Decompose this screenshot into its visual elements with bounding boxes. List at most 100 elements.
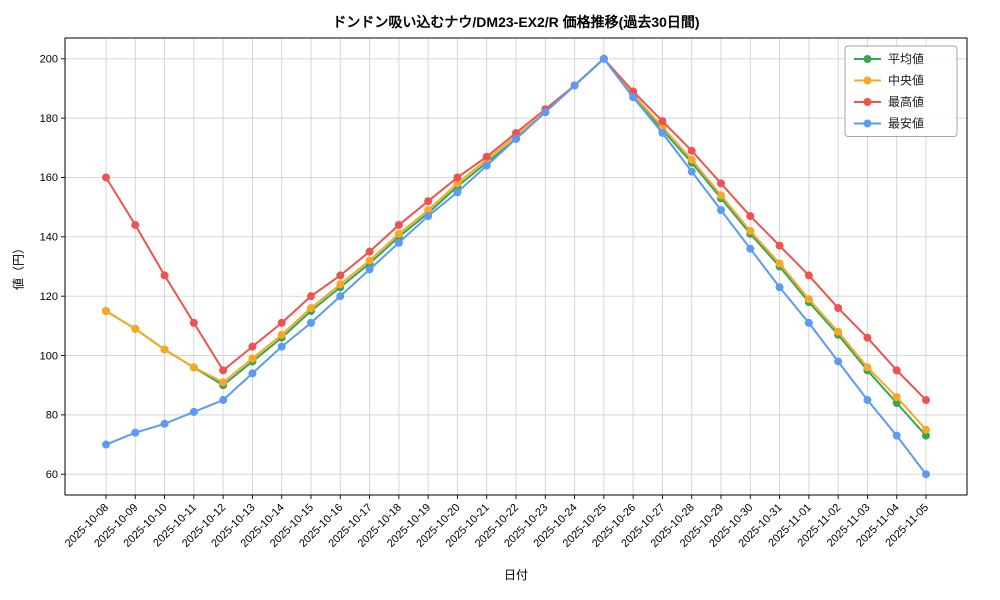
data-point bbox=[248, 354, 257, 363]
data-point bbox=[277, 330, 286, 339]
data-point bbox=[717, 206, 725, 215]
data-point bbox=[804, 271, 813, 280]
data-point bbox=[629, 93, 638, 102]
data-point bbox=[219, 366, 228, 375]
legend-marker bbox=[863, 55, 872, 63]
data-point bbox=[775, 259, 784, 268]
data-point bbox=[424, 197, 433, 206]
data-point bbox=[219, 378, 228, 387]
data-point bbox=[863, 363, 872, 372]
data-point bbox=[394, 220, 403, 229]
data-point bbox=[775, 283, 784, 292]
data-point bbox=[424, 212, 433, 221]
data-point bbox=[687, 146, 696, 155]
data-point bbox=[834, 357, 843, 366]
y-tick-label: 160 bbox=[40, 172, 58, 184]
data-point bbox=[482, 152, 491, 161]
tick-labels: 60801001201401601802002025-10-082025-10-… bbox=[40, 54, 931, 550]
legend-label-min: 最安値 bbox=[888, 116, 924, 131]
data-point bbox=[307, 304, 315, 313]
data-point bbox=[892, 431, 901, 440]
data-point bbox=[336, 292, 345, 301]
data-point bbox=[336, 280, 345, 289]
series-min bbox=[102, 54, 930, 479]
data-point bbox=[922, 431, 930, 440]
data-point bbox=[746, 226, 755, 235]
data-point bbox=[453, 179, 462, 188]
data-point bbox=[453, 188, 462, 197]
data-point bbox=[482, 161, 491, 170]
data-point bbox=[804, 295, 813, 304]
y-tick-label: 140 bbox=[40, 232, 58, 244]
data-point bbox=[131, 324, 140, 333]
data-point bbox=[834, 304, 843, 313]
data-point bbox=[424, 206, 433, 215]
data-point bbox=[102, 440, 110, 449]
data-point bbox=[863, 333, 872, 342]
data-point bbox=[453, 173, 462, 182]
data-point bbox=[189, 363, 198, 372]
data-point bbox=[219, 396, 228, 405]
data-point bbox=[336, 271, 345, 280]
data-point bbox=[131, 220, 140, 229]
data-point bbox=[189, 407, 198, 416]
y-tick-label: 200 bbox=[40, 54, 58, 66]
data-point bbox=[160, 345, 169, 354]
data-point bbox=[365, 247, 374, 256]
data-point bbox=[248, 342, 257, 351]
data-point bbox=[512, 128, 520, 137]
y-tick-label: 60 bbox=[46, 469, 58, 481]
x-axis-label: 日付 bbox=[503, 568, 528, 582]
legend-box bbox=[844, 45, 958, 137]
legend-label-median: 中央値 bbox=[888, 73, 924, 88]
data-point bbox=[775, 241, 784, 250]
plot-border bbox=[64, 37, 968, 496]
data-point bbox=[922, 425, 930, 434]
data-point bbox=[863, 396, 872, 405]
data-point bbox=[687, 167, 696, 176]
data-point bbox=[717, 179, 725, 188]
series-max bbox=[102, 54, 930, 405]
data-point bbox=[307, 318, 315, 327]
y-tick-label: 180 bbox=[40, 113, 58, 125]
data-point bbox=[892, 366, 901, 375]
y-tick-label: 80 bbox=[46, 410, 58, 422]
data-point bbox=[160, 271, 169, 280]
data-point bbox=[687, 155, 696, 164]
data-point bbox=[834, 327, 843, 336]
data-point bbox=[717, 191, 725, 200]
data-point bbox=[102, 307, 110, 316]
data-point bbox=[307, 292, 315, 301]
data-point bbox=[599, 54, 608, 63]
data-point bbox=[248, 369, 257, 378]
data-point bbox=[658, 128, 667, 137]
chart-title: ドンドン吸い込むナウ/DM23-EX2/R 価格推移(過去30日間) bbox=[332, 14, 700, 30]
legend-label-average: 平均値 bbox=[888, 51, 924, 66]
grid-lines bbox=[65, 38, 967, 495]
data-point bbox=[570, 81, 579, 90]
data-point bbox=[394, 238, 403, 247]
y-tick-label: 100 bbox=[40, 350, 58, 362]
data-point bbox=[541, 108, 550, 117]
data-point bbox=[746, 212, 755, 221]
data-point bbox=[658, 117, 667, 126]
data-point bbox=[394, 229, 403, 238]
axis-ticks bbox=[61, 58, 927, 499]
legend-marker bbox=[863, 98, 872, 106]
data-point bbox=[746, 244, 755, 253]
data-point bbox=[160, 419, 169, 428]
data-point bbox=[102, 173, 110, 182]
data-point bbox=[512, 134, 520, 143]
data-point bbox=[365, 256, 374, 265]
data-point bbox=[131, 428, 140, 437]
data-point bbox=[804, 318, 813, 327]
data-point bbox=[892, 393, 901, 402]
y-tick-label: 120 bbox=[40, 291, 58, 303]
legend-label-max: 最高値 bbox=[888, 94, 924, 109]
data-point bbox=[365, 265, 374, 274]
legend-marker bbox=[863, 76, 872, 85]
data-point bbox=[892, 399, 901, 408]
